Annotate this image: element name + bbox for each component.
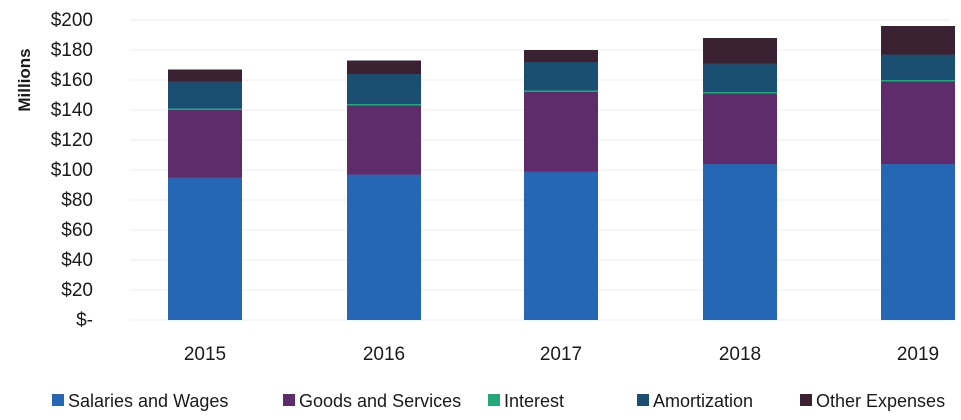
y-tick-label: $200 [51,10,93,31]
y-axis-title: Millions [15,48,34,111]
bar-segment [703,63,777,92]
bar-segment [168,108,242,110]
y-tick-label: $60 [61,220,93,241]
y-axis: $- $20 $40 $60 $80 $100 $120 $140 $160 $180 $200 [51,10,93,331]
x-tick-label: 2015 [184,344,226,365]
legend-label: Other Expenses [816,391,945,411]
legend-swatch [52,394,64,406]
y-tick-label: $140 [51,100,93,121]
x-tick-label: 2016 [363,344,405,365]
bar-segment [168,69,242,82]
legend-item: Goods and Services [283,391,461,411]
bar-segment [703,164,777,320]
bar-segment [347,105,421,175]
x-tick-label: 2017 [540,344,582,365]
legend-label: Salaries and Wages [68,391,228,411]
bar-stack-2017 [524,50,598,320]
x-axis: 2015 2016 2017 2018 2019 [184,344,939,365]
x-tick-label: 2018 [719,344,761,365]
legend-swatch [488,394,500,406]
bar-segment [524,92,598,172]
x-tick-label: 2019 [897,344,939,365]
legend-item: Amortization [637,391,753,411]
bar-segment [703,93,777,164]
bar-segment [347,104,421,106]
y-tick-label: $- [76,310,93,331]
bars [168,26,955,320]
y-tick-label: $160 [51,70,93,91]
legend-swatch [637,394,649,406]
bar-segment [524,90,598,92]
bar-segment [347,74,421,104]
y-tick-label: $100 [51,160,93,181]
bar-segment [881,80,955,82]
bar-segment [703,38,777,64]
y-tick-label: $80 [61,190,93,211]
legend-swatch [283,394,295,406]
legend-item: Salaries and Wages [52,391,228,411]
legend-label: Interest [504,391,564,411]
y-tick-label: $20 [61,280,93,301]
legend-item: Interest [488,391,564,411]
bar-segment [881,164,955,320]
bar-stack-2019 [881,26,955,320]
bar-segment [524,50,598,62]
bar-segment [168,81,242,109]
bar-segment [524,62,598,91]
bar-segment [703,92,777,94]
bar-segment [168,177,242,320]
bar-segment [524,171,598,320]
y-tick-label: $180 [51,40,93,61]
bar-segment [347,60,421,74]
legend-item: Other Expenses [800,391,945,411]
bar-segment [881,26,955,55]
bar-segment [881,54,955,80]
bar-segment [347,174,421,320]
bar-stack-2016 [347,60,421,320]
y-tick-label: $40 [61,250,93,271]
legend-label: Amortization [653,391,753,411]
legend: Salaries and Wages Goods and Services Inte… [52,391,945,411]
bar-stack-2018 [703,38,777,320]
legend-label: Goods and Services [299,391,461,411]
bar-segment [168,110,242,178]
bar-stack-2015 [168,69,242,320]
bar-segment [881,81,955,164]
legend-swatch [800,394,812,406]
y-tick-label: $120 [51,130,93,151]
